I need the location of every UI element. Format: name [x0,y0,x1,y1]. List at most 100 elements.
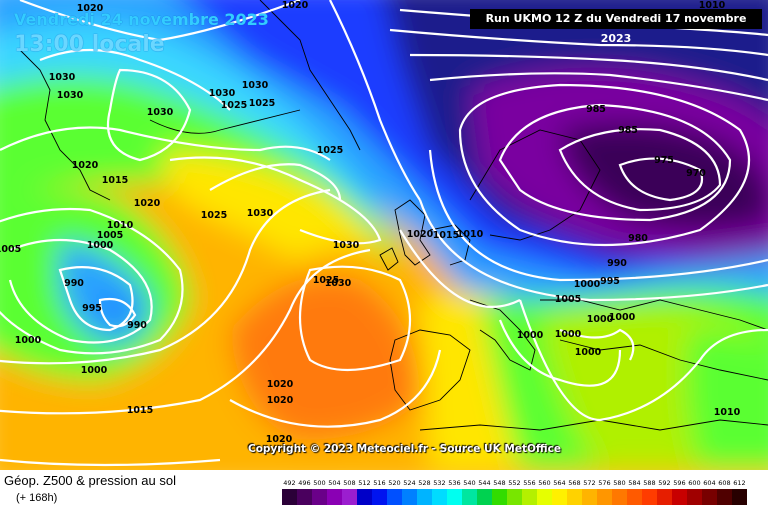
scale-swatch [297,489,312,505]
scale-label: 608 [718,479,731,487]
scale-label: 544 [478,479,491,487]
scale-swatch [312,489,327,505]
scale-swatch [432,489,447,505]
pressure-label: 1000 [575,347,602,358]
pressure-label: 1030 [247,208,274,219]
scale-label: 612 [733,479,746,487]
forecast-date: Vendredi 24 novembre 2023 [14,10,269,29]
scale-label: 600 [688,479,701,487]
pressure-label: 1010 [457,229,484,240]
scale-swatch [642,489,657,505]
scale-swatch [597,489,612,505]
scale-label: 536 [448,479,461,487]
scale-label: 556 [523,479,536,487]
pressure-label: 1000 [587,314,614,325]
color-scale: 492 496 500 504 508 512 516 520 524 528 532 536 540 5… [282,479,752,509]
pressure-label: 970 [686,168,706,179]
scale-swatch [372,489,387,505]
geopotential-field [0,0,768,470]
scale-swatch [732,489,747,505]
pressure-label: 1025 [249,98,275,109]
scale-label: 604 [703,479,716,487]
legend-subtitle: (+ 168h) [16,492,58,504]
scale-swatch [402,489,417,505]
scale-swatch [507,489,522,505]
scale-swatch [357,489,372,505]
scale-label: 496 [298,479,311,487]
scale-label: 568 [568,479,581,487]
scale-label: 560 [538,479,551,487]
scale-swatch [552,489,567,505]
scale-swatch [537,489,552,505]
pressure-label: 1030 [209,88,236,99]
pressure-label: 1015 [102,175,128,186]
copyright-notice: Copyright © 2023 Meteociel.fr - Source U… [248,443,561,455]
pressure-label: 1020 [134,198,161,209]
pressure-label: 980 [628,233,648,244]
pressure-label: 1020 [407,229,434,240]
scale-label: 540 [463,479,476,487]
pressure-label: 1025 [317,145,343,156]
scale-label: 576 [598,479,611,487]
scale-swatch [342,489,357,505]
pressure-label: 1000 [15,335,42,346]
pressure-label: 1010 [699,0,726,11]
scale-label: 584 [628,479,641,487]
scale-label: 512 [358,479,371,487]
legend-bar: Géop. Z500 & pression au sol (+ 168h) 49… [0,470,768,512]
pressure-label: 1000 [517,330,544,341]
pressure-labels: 1020 1020 1030 1030 1030 1030 1025 1025 … [0,0,741,445]
scale-swatch [477,489,492,505]
scale-swatch [492,489,507,505]
pressure-label: 1005 [555,294,581,305]
scale-label: 552 [508,479,521,487]
pressure-label: 1025 [221,100,247,111]
pressure-label: 1030 [49,72,76,83]
pressure-label: 990 [607,258,627,269]
pressure-label: 1020 [72,160,99,171]
scale-label: 524 [403,479,416,487]
scale-swatch [612,489,627,505]
pressure-label: 975 [654,155,674,166]
scale-swatch [657,489,672,505]
scale-swatch [687,489,702,505]
pressure-label: 1000 [555,329,582,340]
pressure-label: 1025 [201,210,227,221]
pressure-label: 1020 [282,0,309,11]
pressure-label: 985 [586,104,606,115]
pressure-label: 1030 [57,90,84,101]
pressure-label: 1015 [433,230,459,241]
scale-swatch [447,489,462,505]
scale-label: 592 [658,479,671,487]
pressure-label: 1020 [266,434,293,445]
pressure-label: 990 [64,278,84,289]
run-info-banner: Run UKMO 12 Z du Vendredi 17 novembre 20… [470,9,762,45]
scale-swatch [567,489,582,505]
scale-swatch [522,489,537,505]
isobars [0,0,768,465]
pressure-label: 1005 [0,244,21,255]
pressure-label: 1000 [574,279,601,290]
pressure-label: 1030 [325,278,352,289]
scale-label: 504 [328,479,341,487]
scale-swatch [627,489,642,505]
scale-swatch [717,489,732,505]
scale-swatch [582,489,597,505]
scale-label: 588 [643,479,656,487]
scale-swatch [327,489,342,505]
forecast-time: 13:00 locale [14,32,165,57]
pressure-label: 1000 [81,365,108,376]
pressure-label: 1010 [714,407,741,418]
pressure-label: 1020 [267,395,294,406]
pressure-label: 995 [600,276,620,287]
pressure-label: 1005 [97,230,123,241]
scale-swatch [387,489,402,505]
pressure-label: 995 [82,303,102,314]
scale-swatch [462,489,477,505]
legend-title: Géop. Z500 & pression au sol [4,473,176,488]
scale-label: 580 [613,479,626,487]
scale-label: 492 [283,479,296,487]
scale-label: 572 [583,479,596,487]
scale-label: 564 [553,479,566,487]
scale-label: 516 [373,479,386,487]
